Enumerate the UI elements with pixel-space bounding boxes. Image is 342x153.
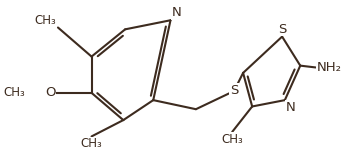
Text: CH₃: CH₃ (35, 14, 56, 27)
Text: CH₃: CH₃ (81, 137, 102, 150)
Text: S: S (278, 23, 286, 36)
Text: N: N (286, 101, 295, 114)
Text: CH₃: CH₃ (221, 133, 243, 146)
Text: CH₃: CH₃ (3, 86, 25, 99)
Text: S: S (230, 84, 238, 97)
Text: N: N (171, 6, 181, 19)
Text: O: O (45, 86, 55, 99)
Text: NH₂: NH₂ (317, 61, 342, 74)
